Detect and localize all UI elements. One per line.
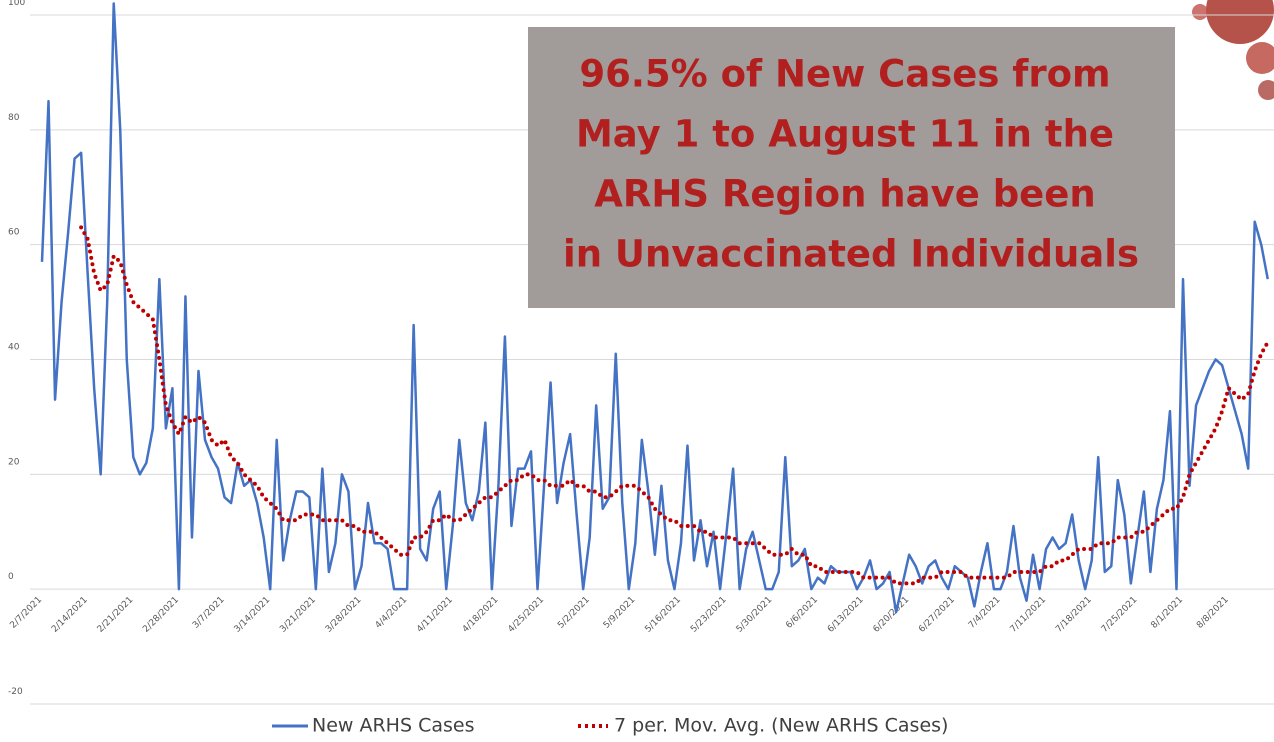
- x-tick-label: 5/23/2021: [689, 595, 729, 635]
- series-line: [79, 225, 1270, 586]
- x-tick-label: 3/21/2021: [278, 595, 318, 635]
- x-tick-label: 4/25/2021: [506, 595, 546, 635]
- x-tick-label: 3/14/2021: [233, 595, 273, 635]
- x-tick-label: 4/4/2021: [374, 595, 410, 631]
- x-tick-label: 4/18/2021: [461, 595, 501, 635]
- y-tick-label: 40: [8, 342, 20, 352]
- x-tick-label: 6/6/2021: [784, 595, 820, 631]
- x-tick-label: 4/11/2021: [415, 595, 455, 635]
- x-tick-label: 7/25/2021: [1100, 595, 1140, 635]
- x-tick-label: 3/7/2021: [191, 595, 227, 631]
- legend-label: 7 per. Mov. Avg. (New ARHS Cases): [614, 715, 948, 737]
- x-tick-label: 5/2/2021: [556, 595, 592, 631]
- x-tick-label: 2/14/2021: [50, 595, 90, 635]
- x-tick-label: 7/11/2021: [1008, 595, 1048, 635]
- x-tick-label: 5/9/2021: [602, 595, 638, 631]
- annotation-line: 96.5% of New Cases from: [579, 53, 1110, 96]
- x-tick-label: 2/21/2021: [96, 595, 136, 635]
- x-tick-label: 2/28/2021: [141, 595, 181, 635]
- x-tick-label: 3/28/2021: [324, 595, 364, 635]
- y-tick-label: 60: [8, 228, 20, 238]
- annotation-line: in Unvaccinated Individuals: [563, 233, 1139, 276]
- legend: New ARHS Cases 7 per. Mov. Avg. (New ARH…: [272, 715, 948, 737]
- y-tick-label: 80: [8, 113, 20, 123]
- x-tick-label: 6/13/2021: [826, 595, 866, 635]
- annotation-line: May 1 to August 11 in the: [576, 113, 1114, 156]
- x-tick-label: 7/18/2021: [1054, 595, 1094, 635]
- annotation-line: ARHS Region have been: [594, 173, 1095, 216]
- virus-decoration: [1192, 0, 1274, 100]
- legend-label: New ARHS Cases: [312, 715, 474, 737]
- x-tick-label: 8/1/2021: [1149, 595, 1185, 631]
- x-tick-label: 6/27/2021: [917, 595, 957, 635]
- y-tick-label: 20: [8, 457, 20, 467]
- x-tick-label: 2/7/2021: [8, 595, 44, 631]
- x-tick-label: 5/30/2021: [735, 595, 775, 635]
- x-tick-label: 5/16/2021: [643, 595, 683, 635]
- x-tick-label: 8/8/2021: [1195, 595, 1231, 631]
- x-tick-label: 6/20/2021: [872, 595, 912, 635]
- y-tick-label: 100: [8, 0, 25, 8]
- annotation-box: [528, 27, 1175, 308]
- y-tick-label: -20: [8, 687, 23, 697]
- y-tick-label: 0: [8, 572, 14, 582]
- series-line: [40, 2, 1269, 614]
